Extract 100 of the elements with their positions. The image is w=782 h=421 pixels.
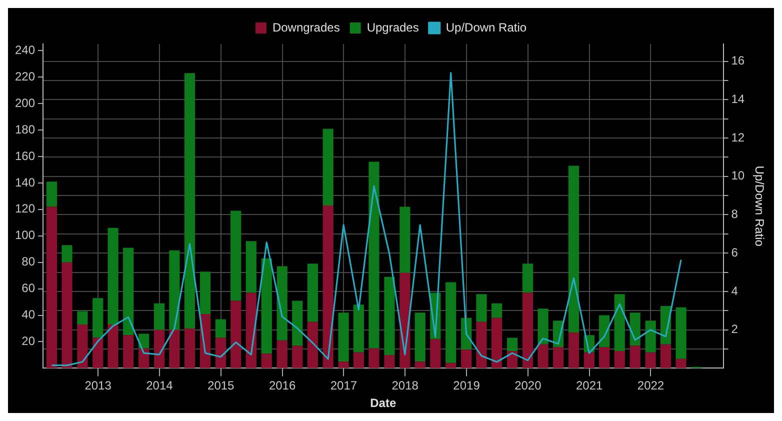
- bar: [353, 352, 364, 368]
- bar: [645, 352, 656, 368]
- bar: [584, 352, 594, 368]
- bar: [568, 166, 580, 332]
- bar: [46, 206, 58, 368]
- bar: [215, 319, 226, 338]
- bar: [92, 338, 104, 368]
- bar: [614, 294, 625, 351]
- y-tick-label: 80: [22, 254, 36, 269]
- bar: [538, 344, 548, 368]
- bar: [414, 312, 426, 362]
- bar: [169, 330, 180, 368]
- bar: [154, 330, 165, 368]
- bar: [322, 205, 334, 368]
- bar: [261, 354, 272, 368]
- bar: [660, 344, 672, 368]
- y-tick-label: 140: [14, 175, 36, 190]
- bar: [138, 334, 150, 348]
- bar: [568, 332, 580, 368]
- bar: [154, 303, 165, 330]
- bar: [215, 338, 226, 368]
- y-tick-label: 180: [14, 122, 36, 136]
- x-tick-label: 2015: [208, 378, 235, 393]
- x-tick-label: 2016: [268, 378, 296, 393]
- bar: [92, 298, 104, 338]
- y-tick-label: 200: [14, 96, 36, 110]
- bar: [46, 182, 58, 207]
- bar: [108, 324, 118, 368]
- bar: [476, 322, 487, 368]
- bar: [338, 312, 349, 362]
- bar: [522, 264, 534, 293]
- bar: [184, 328, 196, 368]
- bar: [476, 294, 487, 322]
- bar: [246, 241, 256, 293]
- bar: [230, 300, 242, 368]
- bar: [538, 308, 548, 344]
- bar: [108, 228, 118, 325]
- y-tick-label: 40: [22, 308, 36, 322]
- x-tick-label: 2018: [392, 378, 419, 393]
- legend-label: Downgrades: [272, 20, 340, 34]
- y2-tick-label: 16: [731, 54, 745, 68]
- x-tick-label: 2021: [576, 378, 603, 393]
- x-tick-label: 2022: [637, 378, 664, 393]
- bar: [62, 262, 72, 368]
- bar: [384, 276, 395, 355]
- x-tick-label: 2019: [453, 378, 480, 393]
- bar: [276, 266, 288, 340]
- legend-label: Upgrades: [366, 20, 419, 34]
- bar: [368, 162, 380, 348]
- bar: [522, 292, 534, 368]
- bar: [614, 351, 625, 368]
- y2-tick-label: 14: [731, 92, 745, 106]
- bar: [446, 362, 456, 368]
- y-tick-label: 120: [14, 202, 36, 216]
- x-tick-label: 2014: [146, 378, 174, 393]
- bar: [322, 128, 334, 206]
- bar: [630, 346, 640, 368]
- bar: [506, 338, 518, 351]
- bar: [292, 346, 303, 368]
- bar: [123, 335, 134, 368]
- bar: [292, 300, 303, 346]
- bar: [384, 354, 395, 368]
- x-tick-label: 2017: [330, 378, 358, 393]
- bar: [200, 272, 211, 314]
- bar: [261, 258, 272, 354]
- y2-axis-title: Up/Down Ratio: [752, 166, 766, 247]
- bar: [491, 303, 502, 318]
- y-tick-label: 220: [14, 69, 36, 84]
- bar: [645, 320, 656, 352]
- bar: [169, 250, 180, 330]
- bar: [230, 210, 242, 301]
- y-tick-label: 240: [14, 42, 36, 57]
- bar: [307, 322, 318, 368]
- x-axis-title: Date: [370, 396, 396, 410]
- bar: [446, 282, 456, 363]
- bar: [676, 358, 686, 368]
- y2-tick-label: 12: [731, 130, 745, 144]
- bar: [400, 206, 410, 273]
- y2-tick-label: 4: [731, 284, 738, 298]
- bar: [276, 340, 288, 368]
- bar: [307, 264, 318, 322]
- bar: [77, 324, 88, 368]
- bar: [123, 248, 134, 336]
- x-tick-label: 2020: [514, 378, 542, 393]
- bar: [552, 347, 564, 368]
- y-tick-label: 60: [22, 281, 36, 296]
- bar: [430, 339, 441, 368]
- bar: [184, 73, 196, 328]
- x-tick-label: 2013: [84, 378, 112, 393]
- bar: [599, 347, 610, 368]
- y2-tick-label: 6: [731, 245, 738, 260]
- bar: [414, 362, 426, 368]
- bar: [461, 350, 472, 368]
- y-tick-label: 20: [22, 334, 36, 348]
- bar: [77, 311, 88, 325]
- bar: [491, 318, 502, 368]
- bar: [353, 304, 364, 352]
- y2-tick-label: 10: [731, 168, 745, 183]
- bar: [338, 362, 349, 368]
- bar: [676, 307, 686, 359]
